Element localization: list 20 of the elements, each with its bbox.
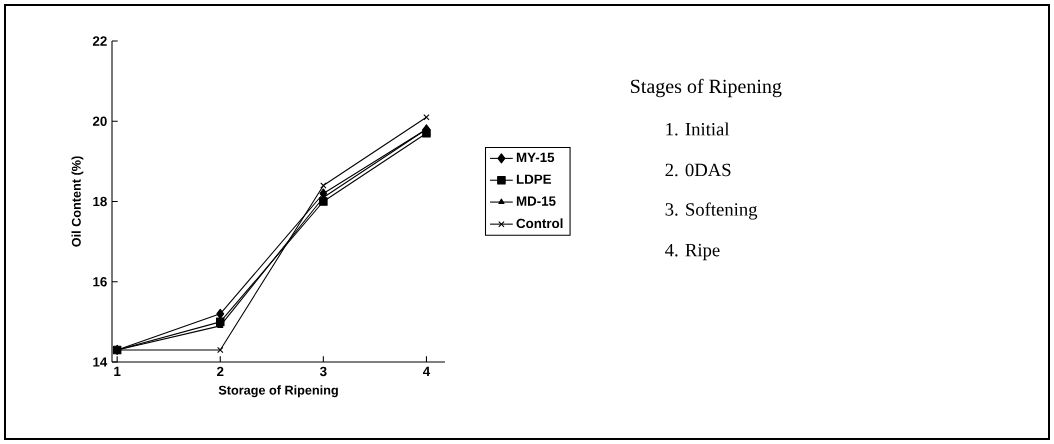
text: Stages of Ripening [631,78,782,98]
x-tick-label: 3 [319,366,327,377]
legend-label: MD-15 [516,196,556,206]
y-tick-label: 16 [93,277,107,287]
y-tick-label: 14 [93,357,108,367]
text: 2. 0DAS [665,163,731,177]
text: 3. Softening [665,202,758,220]
y-tick-label: 22 [92,36,107,46]
text: 4. Ripe [665,243,720,261]
legend-label: MY-15 [516,152,555,163]
x-axis-title: Storage of Ripening [218,385,338,398]
x-tick-label: 2 [217,366,224,377]
legend-label: Control [516,218,563,229]
x-tick-label: 1 [114,366,121,376]
y-tick-label: 20 [92,116,107,126]
legend-label: LDPE [516,174,552,184]
y-axis-title: Oil Content (%) [71,156,84,247]
x-tick-label: 4 [422,366,431,376]
y-tick-label: 18 [93,196,107,207]
text: 1. Initial [666,122,730,136]
